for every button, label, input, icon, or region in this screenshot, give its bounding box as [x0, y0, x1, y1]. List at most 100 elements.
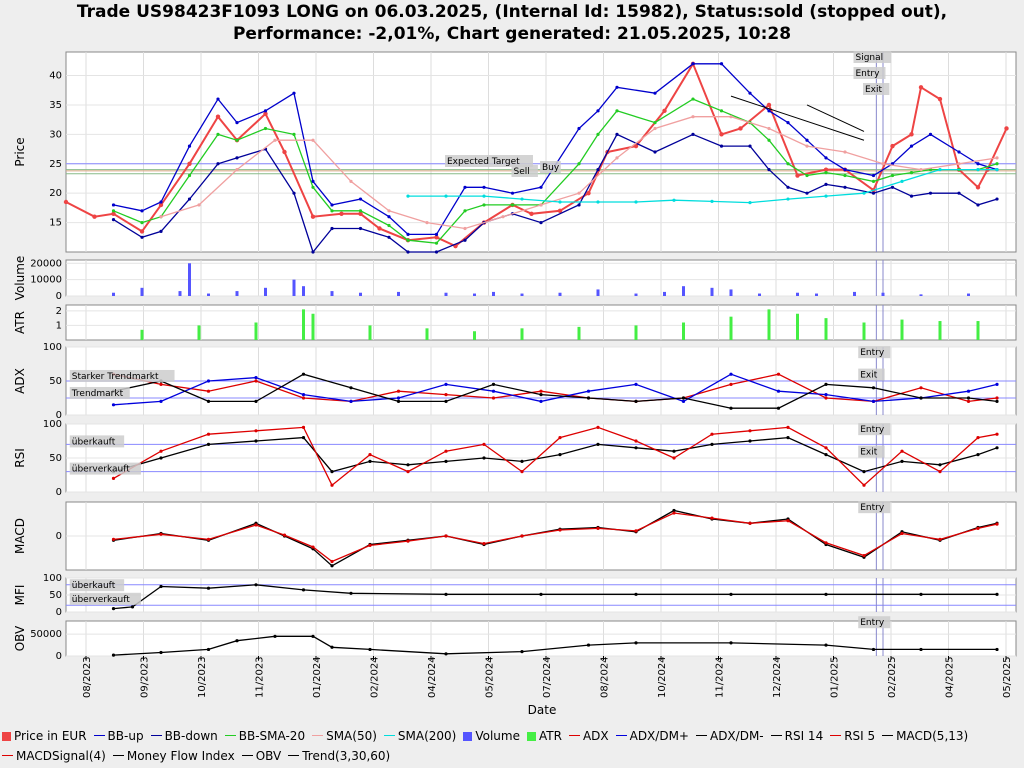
data-point [890, 185, 895, 189]
data-point [282, 149, 287, 155]
data-point [463, 238, 467, 242]
data-point [330, 203, 334, 207]
data-point [795, 173, 800, 178]
y-tick-label: 100 [43, 419, 62, 430]
data-point [577, 126, 581, 131]
data-point [586, 190, 591, 196]
annotation-background [858, 346, 891, 359]
legend-label: ADX [582, 729, 609, 743]
data-point [510, 191, 515, 195]
data-point [254, 583, 258, 587]
legend-swatch [241, 755, 253, 756]
y-axis-label: ATR [13, 311, 27, 334]
annotation-background [858, 368, 885, 381]
data-point [111, 203, 116, 207]
data-point [776, 406, 781, 410]
x-tick-label: 05/2024 [485, 656, 496, 698]
annotation-background [69, 369, 175, 382]
data-point [691, 115, 695, 119]
data-point [330, 470, 334, 474]
bar-volume [558, 292, 562, 296]
data-point [139, 229, 145, 234]
legend-swatch [882, 735, 894, 736]
data-point [957, 191, 961, 195]
data-point [301, 588, 306, 592]
data-point [823, 167, 829, 172]
x-tick-label: 11/2024 [715, 656, 726, 698]
data-point [330, 645, 334, 649]
data-point [368, 453, 372, 457]
data-point [786, 425, 790, 429]
data-point [653, 150, 657, 154]
data-point [463, 185, 467, 189]
bar-atr [682, 322, 685, 340]
x-tick-label: 12/2024 [772, 656, 783, 698]
legend-item: Volume [463, 726, 520, 746]
data-point [824, 453, 828, 457]
bar-atr [254, 322, 258, 340]
annotation-label: Exit [865, 85, 883, 95]
data-point [995, 399, 999, 403]
data-point [748, 439, 752, 443]
data-point [767, 168, 771, 172]
data-point [63, 199, 69, 205]
data-point [406, 238, 410, 242]
annotation-label: Starker Trendmarkt [72, 372, 159, 382]
data-point [482, 442, 486, 446]
data-point [111, 211, 116, 216]
data-point [919, 647, 923, 652]
data-point [615, 109, 619, 113]
data-point [311, 138, 315, 142]
data-point [786, 436, 790, 440]
data-point [111, 537, 116, 542]
legend-label: ADX/DM+ [629, 729, 689, 743]
data-point [539, 592, 543, 596]
data-point [491, 396, 496, 400]
y-axis-label: MFI [13, 585, 27, 606]
data-point [767, 126, 771, 131]
data-point [995, 382, 999, 386]
annotation-background [69, 462, 141, 475]
data-point [881, 162, 885, 166]
data-point [377, 226, 382, 231]
data-point [871, 191, 876, 195]
legend-label: ATR [538, 729, 562, 743]
bar-volume [758, 293, 761, 296]
data-point [786, 185, 790, 189]
y-tick-label: 15 [49, 218, 62, 229]
y-tick-label: 50 [49, 453, 62, 464]
data-point [824, 182, 828, 186]
bar-volume [473, 293, 476, 296]
x-axis: 08/2023 09/2023 10/2023 11/2023 01/2024 02/20… [82, 656, 1013, 698]
legend-swatch [830, 735, 842, 736]
y-axis-label: Volume [13, 256, 27, 301]
data-point [672, 456, 676, 460]
data-point [558, 453, 562, 457]
bar-volume [302, 286, 305, 296]
data-point [805, 191, 809, 195]
legend-label: BB-SMA-20 [238, 729, 306, 743]
x-axis-label: Date [528, 703, 557, 717]
panel-mfi: 0 50 100 MFI überkauft überverkauft [13, 573, 1017, 618]
data-point [586, 389, 591, 393]
data-point [330, 559, 334, 564]
legend-label: OBV [255, 749, 282, 763]
data-point [824, 592, 828, 596]
annotation-background [858, 445, 885, 458]
y-axis-label: ADX [13, 368, 27, 394]
legend-swatch [695, 735, 707, 736]
data-point [653, 126, 657, 131]
data-point [444, 449, 448, 453]
bar-volume [359, 292, 362, 296]
bar-atr [900, 319, 904, 340]
data-point [824, 643, 828, 647]
annotation-background [858, 423, 891, 436]
data-point [235, 138, 239, 142]
annotation-label: Entry [856, 69, 881, 79]
data-point [396, 389, 401, 393]
legend-item: ADX/DM- [695, 726, 764, 746]
data-point [311, 250, 315, 254]
data-point [966, 396, 971, 400]
x-tick-label: 09/2023 [140, 656, 151, 698]
data-point [909, 170, 914, 175]
